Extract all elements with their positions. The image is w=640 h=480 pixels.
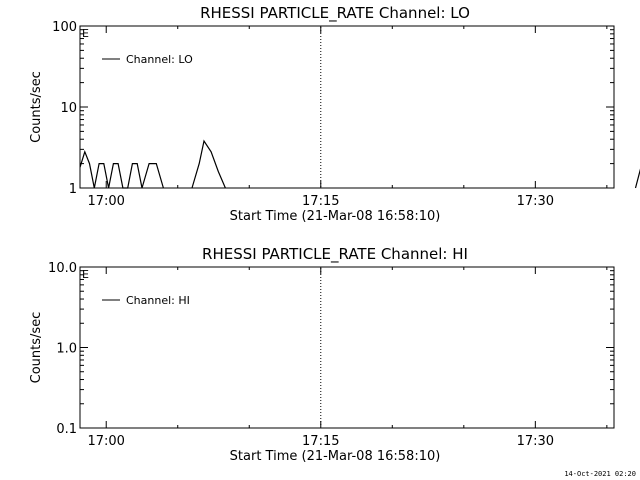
x-axis-label: Start Time (21-Mar-08 16:58:10) [230,209,441,224]
y-tick-label: 10 [60,101,77,116]
y-tick-label: 1.0 [56,342,77,357]
y-tick-label: 100 [52,20,77,35]
corner-label: E [82,268,89,281]
y-axis-label: Counts/sec [29,312,44,384]
y-tick-label: 1 [69,182,77,197]
chart-panel-lo: RHESSI PARTICLE_RATE Channel: LO 17:00 17:… [29,4,640,224]
x-tick-label: 17:00 [87,434,124,449]
plot-frame [79,25,615,189]
x-tick-label: 17:15 [302,194,339,209]
x-tick-label: 17:30 [517,434,554,449]
series-line [191,139,226,189]
y-tick-label: 0.1 [56,422,77,437]
y-axis-label: Counts/sec [29,71,44,143]
x-axis-label: Start Time (21-Mar-08 16:58:10) [230,449,441,464]
x-tick-label: 17:00 [87,194,124,209]
x-tick-label: 17:15 [302,434,339,449]
corner-label: E [82,27,89,40]
chart-title: RHESSI PARTICLE_RATE Channel: LO [200,4,470,23]
chart-title: RHESSI PARTICLE_RATE Channel: HI [202,245,468,264]
series-line [79,150,164,189]
legend-label: Channel: HI [126,294,190,307]
y-tick-label: 10.0 [48,261,77,276]
x-tick-label: 17:30 [517,194,554,209]
footer-timestamp: 14-Oct-2021 02:20 [564,470,636,478]
legend-label: Channel: LO [126,53,193,66]
series-line [634,168,640,189]
plot-frame [79,266,615,429]
chart-panel-hi: RHESSI PARTICLE_RATE Channel: HI 17:00 17:… [29,245,615,464]
